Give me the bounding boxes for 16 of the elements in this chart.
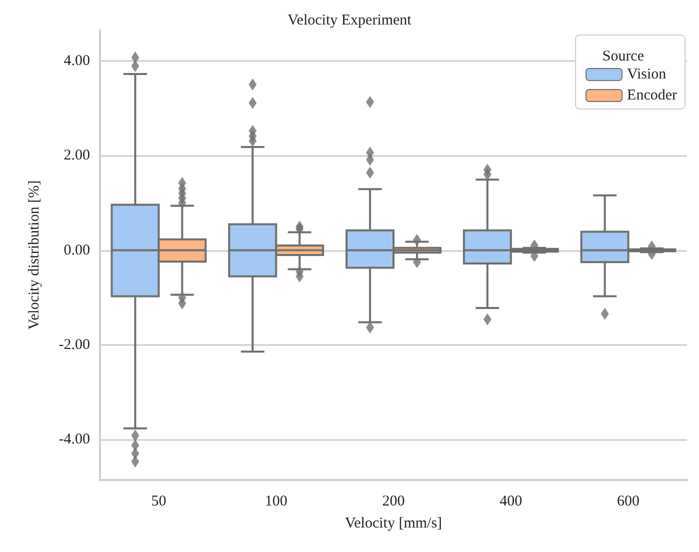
- legend-label: Vision: [627, 66, 667, 82]
- x-tick-label: 600: [617, 494, 640, 510]
- x-tick-label: 200: [382, 494, 405, 510]
- x-tick-label: 400: [500, 494, 522, 510]
- legend-title: Source: [602, 48, 644, 64]
- y-tick-label: 0.00: [64, 242, 90, 258]
- y-tick-label: -2.00: [58, 337, 90, 353]
- chart-title: Velocity Experiment: [288, 12, 412, 28]
- y-tick-label: -4.00: [58, 432, 90, 448]
- y-tick-label: 2.00: [64, 148, 90, 164]
- y-axis-title: Velocity distribution [%]: [26, 180, 42, 330]
- y-tick-label: 4.00: [64, 52, 90, 69]
- x-tick-label: 50: [151, 494, 166, 510]
- x-tick-label: 100: [264, 494, 288, 510]
- x-axis-title: Velocity [mm/s]: [344, 516, 442, 532]
- legend-label: Encoder: [627, 88, 678, 104]
